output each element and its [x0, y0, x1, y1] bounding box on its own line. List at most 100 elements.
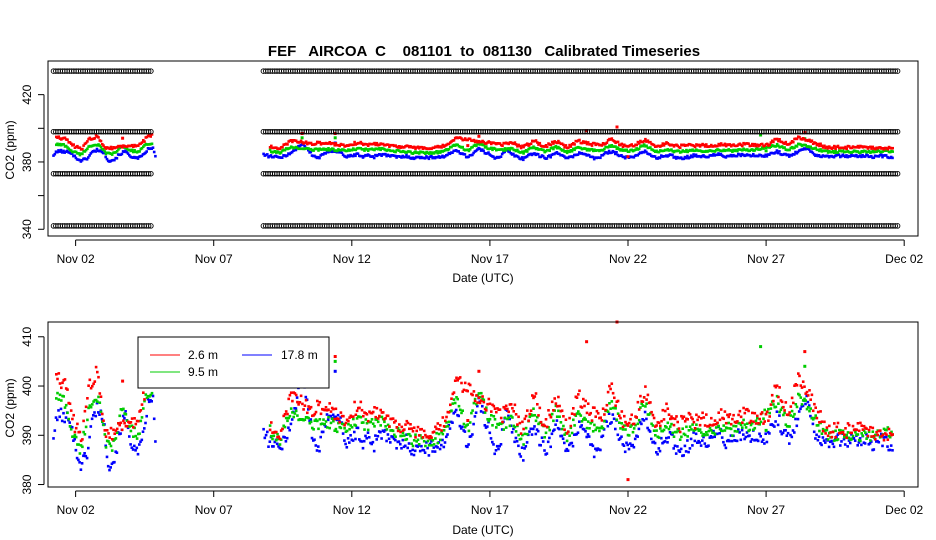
co2-point-17-8-m [715, 432, 719, 436]
co2-point-17-8-m [62, 411, 65, 415]
top-co2-point-2-6-m [646, 139, 650, 142]
co2-point-2-6-m [876, 433, 880, 437]
co2-point-2-6-m [343, 424, 346, 427]
top-co2-point-9-5-m [554, 144, 558, 148]
co2-point-2-6-m [137, 419, 140, 423]
co2-point-17-8-m [364, 434, 367, 438]
co2-point-2-6-m [384, 417, 387, 420]
top-co2-point-9-5-m [777, 144, 780, 148]
co2-point-9-5-m [376, 420, 380, 424]
co2-point-9-5-m [793, 412, 796, 416]
top-co2-point-2-6-m [767, 144, 770, 147]
co2-point-17-8-m [498, 444, 501, 448]
top-co2-point-17-8-m [563, 155, 566, 158]
top-co2-point-17-8-m [852, 154, 856, 157]
co2-point-9-5-m [671, 431, 674, 435]
co2-point-2-6-m [803, 385, 806, 388]
co2-point-17-8-m [472, 422, 475, 426]
top-co2-point-17-8-m [594, 156, 597, 159]
co2-point-9-5-m [308, 421, 312, 425]
top-co2-point-17-8-m [550, 153, 554, 157]
top-co2-point-2-6-m [844, 145, 847, 149]
co2-point-9-5-m [119, 408, 123, 411]
co2-point-17-8-m [648, 430, 652, 433]
top-co2-point-17-8-m [880, 153, 883, 157]
co2-point-2-6-m [645, 398, 648, 401]
co2-point-2-6-m [662, 418, 666, 421]
top-co2-point-17-8-m [451, 151, 454, 154]
top-x-tick-label-nov-12: Nov 12 [333, 252, 371, 266]
top-co2-point-2-6-m [86, 140, 89, 143]
top-co2-point-2-6-m [353, 140, 356, 144]
co2-point-9-5-m [60, 399, 63, 402]
co2-point-17-8-m [793, 431, 796, 434]
co2-point-17-8-m [325, 413, 329, 416]
co2-point-9-5-m [435, 431, 438, 435]
top-co2-point-2-6-m [81, 147, 84, 151]
co2-point-17-8-m [98, 413, 101, 416]
top-co2-point-9-5-m [511, 147, 514, 150]
co2-point-2-6-m [728, 413, 732, 416]
co2-point-17-8-m [563, 441, 566, 445]
co2-point-17-8-m [656, 453, 659, 456]
top-co2-point-17-8-m [843, 155, 847, 159]
co2-point-2-6-m [366, 419, 370, 423]
top-co2-point-2-6-m [685, 143, 688, 147]
co2-point-9-5-m [79, 444, 83, 447]
top-co2-point-2-6-m [150, 133, 154, 136]
co2-point-9-5-m [355, 417, 359, 420]
co2-point-17-8-m [784, 429, 787, 432]
co2-point-17-8-m [84, 454, 88, 458]
co2-point-9-5-m [800, 403, 804, 406]
co2-point-2-6-m [339, 411, 343, 414]
co2-point-9-5-m [370, 418, 374, 421]
co2-point-2-6-m [455, 376, 458, 380]
co2-point-17-8-m [653, 441, 657, 445]
co2-point-17-8-m [616, 433, 620, 437]
co2-point-9-5-m [102, 423, 105, 427]
co2-point-2-6-m [482, 400, 486, 404]
top-co2-point-2-6-m [649, 140, 652, 144]
co2-point-9-5-m [393, 433, 396, 437]
co2-point-9-5-m [270, 434, 273, 438]
co2-point-9-5-m [488, 417, 492, 421]
co2-point-9-5-m [486, 418, 489, 421]
top-co2-point-2-6-m [749, 144, 753, 147]
co2-point-17-8-m [497, 447, 500, 451]
top-co2-point-2-6-m [857, 146, 861, 149]
co2-point-17-8-m [683, 444, 687, 448]
top-co2-point-2-6-m [476, 140, 479, 144]
top-co2-point-9-5-m [378, 146, 381, 150]
top-co2-point-17-8-m [339, 150, 342, 153]
co2-point-2-6-m [316, 399, 319, 403]
co2-point-2-6-m [584, 399, 587, 403]
top-co2-point-2-6-m [352, 143, 355, 147]
co2-point-17-8-m [539, 444, 542, 447]
co2-point-2-6-m [539, 420, 543, 424]
co2-point-17-8-m [273, 440, 277, 444]
top-co2-point-17-8-m [809, 150, 812, 153]
co2-point-9-5-m [333, 429, 336, 432]
co2-point-2-6-m [456, 379, 459, 382]
co2-point-9-5-m [726, 426, 729, 430]
co2-point-2-6-m [888, 431, 892, 435]
co2-point-17-8-m [315, 449, 319, 452]
co2-point-9-5-m [615, 418, 619, 421]
top-co2-point-9-5-m [854, 149, 857, 153]
top-co2-point-17-8-m [642, 151, 646, 154]
co2-point-9-5-m [142, 407, 145, 410]
co2-point-9-5-m [62, 395, 65, 398]
co2-point-2-6-m [441, 416, 445, 419]
top-co2-point-2-6-m [682, 143, 686, 147]
co2-point-2-6-m [572, 407, 575, 410]
co2-point-17-8-m [141, 430, 145, 433]
co2-point-2-6-m [760, 411, 764, 414]
co2-point-2-6-m [317, 403, 320, 407]
top-co2-point-9-5-m [682, 150, 686, 153]
co2-point-9-5-m [97, 395, 100, 399]
co2-point-17-8-m [348, 441, 351, 444]
co2-point-2-6-m [741, 421, 744, 424]
top-co2-point-17-8-m [860, 155, 863, 159]
co2-point-2-6-m [722, 417, 725, 421]
top-co2-point-17-8-m [539, 155, 542, 159]
